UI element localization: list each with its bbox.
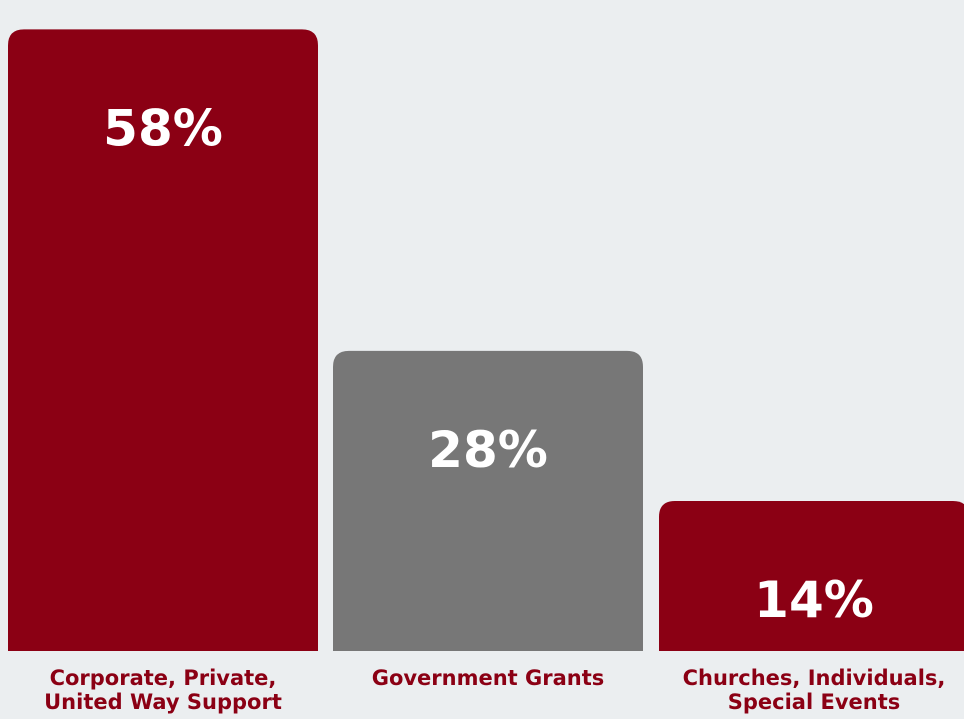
bar-2 [333, 350, 643, 651]
value-labels-group: 58% 28% 14% [103, 99, 874, 629]
category-label-line: United Way Support [44, 690, 282, 714]
bars-group [8, 29, 964, 651]
bar-value-label-1: 58% [103, 99, 223, 157]
category-label-line: Corporate, Private, [50, 666, 277, 690]
category-label-line: Churches, Individuals, [683, 666, 946, 690]
bar-value-label-2: 28% [428, 421, 548, 479]
category-label-2: Government Grants [372, 666, 605, 690]
category-label-line: Government Grants [372, 666, 605, 690]
category-label-3: Churches, Individuals, Special Events [683, 666, 946, 714]
category-label-1: Corporate, Private, United Way Support [44, 666, 282, 714]
bar-1 [8, 29, 318, 651]
category-labels-group: Corporate, Private, United Way Support Gov… [44, 666, 945, 714]
bar-value-label-3: 14% [754, 571, 874, 629]
category-label-line: Special Events [728, 690, 901, 714]
bar-3 [659, 500, 964, 651]
